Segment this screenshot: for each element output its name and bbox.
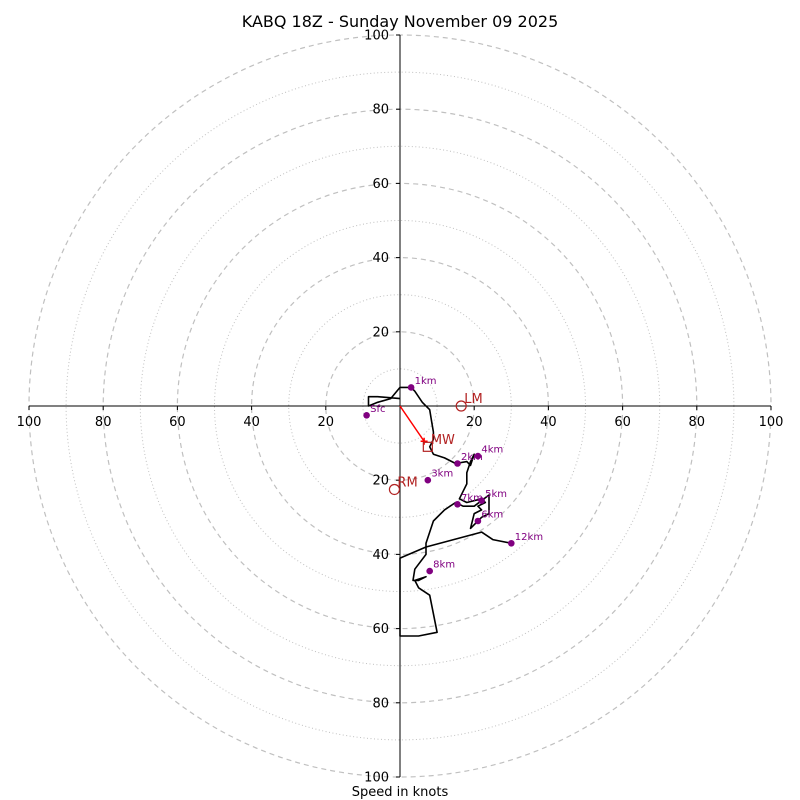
x-axis-label: Speed in knots	[352, 785, 449, 800]
height-marker-dot	[454, 501, 461, 508]
y-tick-label: 100	[364, 771, 389, 786]
chart-title: KABQ 18Z - Sunday November 09 2025	[242, 12, 559, 31]
x-tick-label: 100	[17, 415, 42, 430]
height-marker-label: 1km	[415, 376, 437, 387]
y-tick-label: 20	[372, 474, 389, 489]
y-tick-label: 80	[372, 103, 389, 118]
x-tick-label: 20	[318, 415, 335, 430]
mean-wind-label: MW	[431, 433, 455, 448]
height-marker-label: 6km	[481, 510, 503, 521]
left-mover-label: LM	[464, 392, 482, 407]
y-tick-label: 40	[372, 251, 389, 266]
height-marker-dot	[474, 517, 482, 525]
height-marker-dot	[474, 452, 482, 460]
height-marker-label: 7km	[461, 493, 483, 504]
height-marker-label: 8km	[433, 560, 455, 571]
height-marker-dot	[478, 497, 485, 504]
height-marker-dot	[424, 476, 432, 484]
x-tick-label: 80	[95, 415, 112, 430]
tick-labels: 100 100 80 80 60 60 40 40 20 20 20 20 40 40 60 60 80 80 10…	[17, 29, 784, 786]
y-tick-label: 20	[372, 325, 389, 340]
height-marker-dot	[363, 411, 370, 419]
hodograph-trace	[367, 386, 512, 637]
right-mover-marker	[388, 483, 401, 496]
x-tick-label: 60	[169, 415, 186, 430]
height-marker-label: 12km	[515, 532, 543, 543]
height-marker-label: 2km	[461, 452, 483, 463]
y-tick-label: 100	[364, 29, 389, 44]
mean-wind-line	[399, 405, 425, 442]
height-marker-label: Sfc	[370, 404, 385, 415]
height-markers: Sfc 1km 2km 3km 4km 5km 6km 7km 8km 12km	[363, 376, 543, 575]
left-mover-marker	[455, 400, 467, 412]
right-mover-label: RM	[397, 475, 417, 490]
height-marker-dot	[508, 539, 515, 547]
x-tick-label: 100	[759, 415, 784, 430]
height-marker-label: 3km	[431, 469, 453, 480]
x-tick-label: 20	[466, 415, 483, 430]
x-tick-label: 40	[540, 415, 557, 430]
y-tick-label: 80	[372, 696, 389, 711]
height-marker-dot	[454, 460, 461, 467]
y-tick-label: 60	[372, 622, 389, 637]
height-marker-label: 4km	[481, 445, 503, 456]
hodograph-trace-group	[367, 386, 512, 637]
x-tick-label: 60	[614, 415, 631, 430]
x-tick-label: 80	[689, 415, 706, 430]
mean-wind-marker	[422, 441, 433, 452]
mean-wind-vector-group	[399, 405, 428, 445]
storm-motion-markers: LM RM MW	[388, 392, 483, 496]
x-tick-label: 40	[243, 415, 260, 430]
y-tick-label: 60	[372, 177, 389, 192]
height-marker-dot	[426, 567, 433, 575]
y-tick-label: 40	[372, 548, 389, 563]
height-marker-dot	[407, 384, 415, 391]
height-marker-label: 5km	[485, 489, 507, 500]
